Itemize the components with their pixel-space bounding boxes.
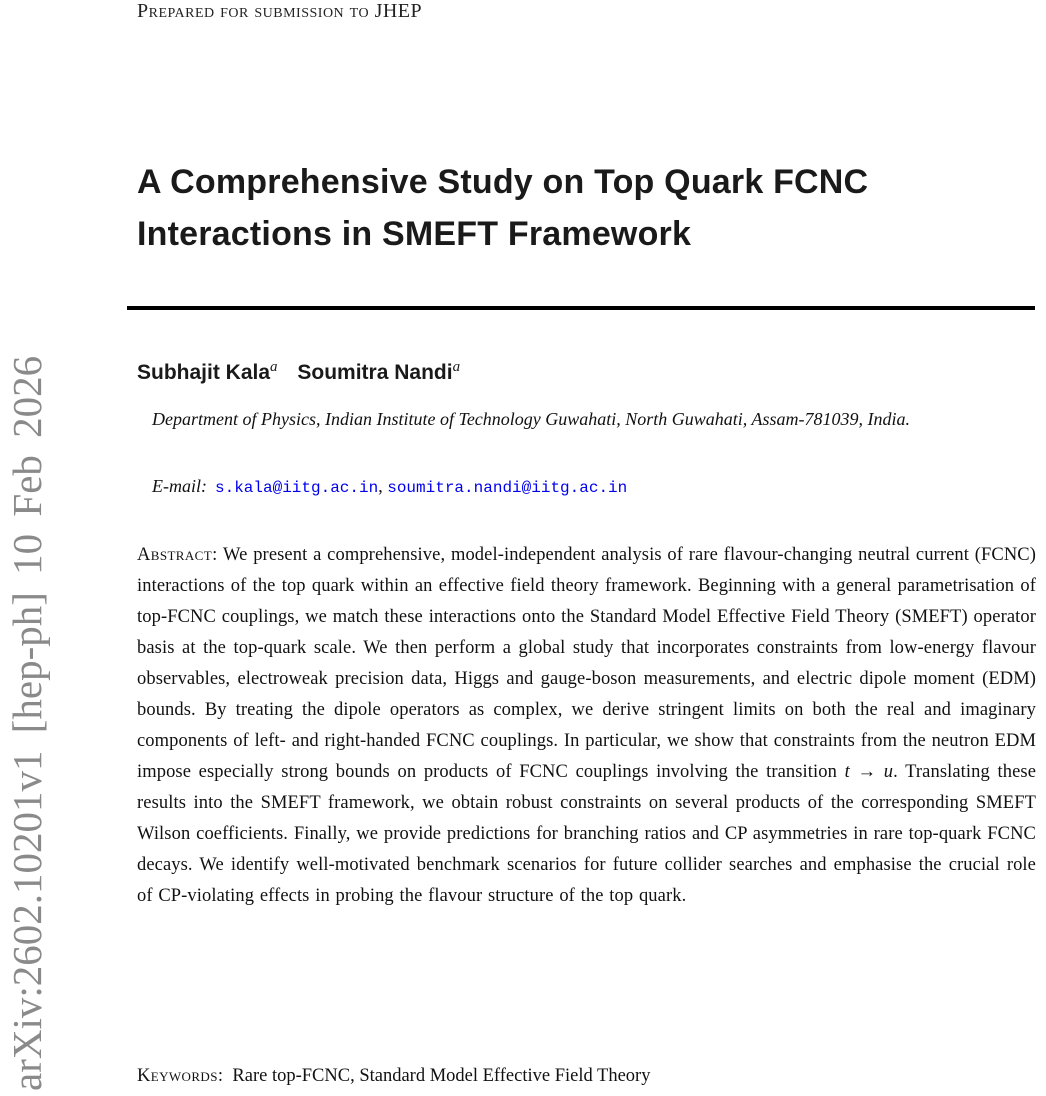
keywords-text: Rare top-FCNC, Standard Model Effective …	[232, 1066, 651, 1086]
email-label: E-mail:	[152, 476, 207, 496]
email-link-2[interactable]: soumitra.nandi@iitg.ac.in	[387, 479, 628, 497]
submission-note: Prepared for submission to JHEP	[137, 0, 423, 22]
author-name: Subhajit Kalaa	[137, 359, 278, 385]
author-affiliation-mark: a	[270, 359, 278, 375]
title-rule	[127, 306, 1035, 310]
abstract-text-before: We present a comprehensive, model-indepe…	[137, 545, 1036, 782]
affiliation: Department of Physics, Indian Institute …	[152, 409, 910, 429]
author-name-text: Soumitra Nandi	[297, 361, 453, 384]
arxiv-watermark: arXiv:2602.10201v1 [hep-ph] 10 Feb 2026	[4, 355, 50, 1091]
author-affiliation-mark: a	[452, 359, 461, 375]
keywords-label: Keywords:	[137, 1066, 224, 1086]
author-name-text: Subhajit Kala	[137, 361, 271, 384]
abstract-text-after: . Translating these results into the SME…	[137, 762, 1036, 906]
email-link-1[interactable]: s.kala@iitg.ac.in	[214, 479, 379, 497]
email-separator: ,	[378, 476, 388, 496]
author-name: Soumitra Nandia	[297, 359, 461, 385]
author-line: Subhajit Kalaa Soumitra Nandia	[137, 359, 474, 385]
abstract-math-expression: t → u	[844, 762, 894, 782]
paper-title: A Comprehensive Study on Top Quark FCNC …	[137, 163, 869, 253]
keywords-line: Keywords: Rare top-FCNC, Standard Model E…	[137, 1066, 1036, 1087]
abstract: Abstract: We present a comprehensive, mo…	[137, 540, 1036, 912]
abstract-label: Abstract:	[137, 545, 218, 565]
email-line: E-mail: s.kala@iitg.ac.in, soumitra.nandi…	[152, 476, 627, 497]
